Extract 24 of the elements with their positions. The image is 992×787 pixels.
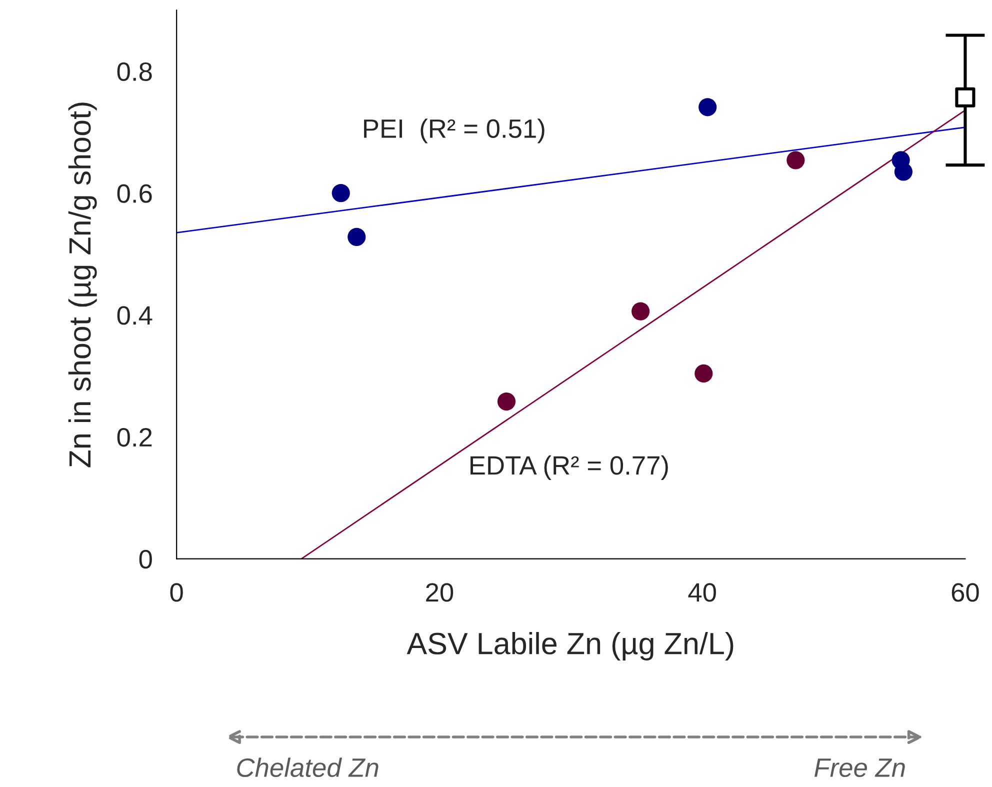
y-tick-label: 0.2 — [117, 428, 152, 447]
y-tick-label: 0 — [139, 550, 152, 569]
y-axis-title: Zn in shoot (µg Zn/g shoot) — [68, 102, 97, 468]
point — [955, 87, 976, 108]
point — [698, 98, 717, 116]
y-tick-label: 0.8 — [117, 62, 152, 81]
annotation: PEI (R² = 0.51) — [364, 118, 544, 144]
y-tick-label: 0.6 — [117, 184, 152, 203]
point — [632, 302, 650, 320]
point — [332, 184, 350, 202]
x-tick-label: 0 — [170, 583, 183, 602]
annotation: EDTA (R² = 0.77) — [470, 455, 668, 480]
point — [894, 162, 912, 181]
x-tick-label: 20 — [426, 583, 454, 602]
point — [694, 364, 713, 383]
x-tick-label: 60 — [952, 583, 979, 602]
x-tick-label: 40 — [688, 583, 716, 602]
point — [497, 392, 516, 411]
y-tick-label: 0.4 — [117, 306, 152, 325]
text: Free Zn — [814, 758, 905, 778]
text: Chelated Zn — [237, 758, 378, 778]
x-axis-title: ASV Labile Zn (µg Zn/L) — [406, 632, 734, 660]
point — [786, 151, 805, 170]
point — [348, 228, 366, 246]
